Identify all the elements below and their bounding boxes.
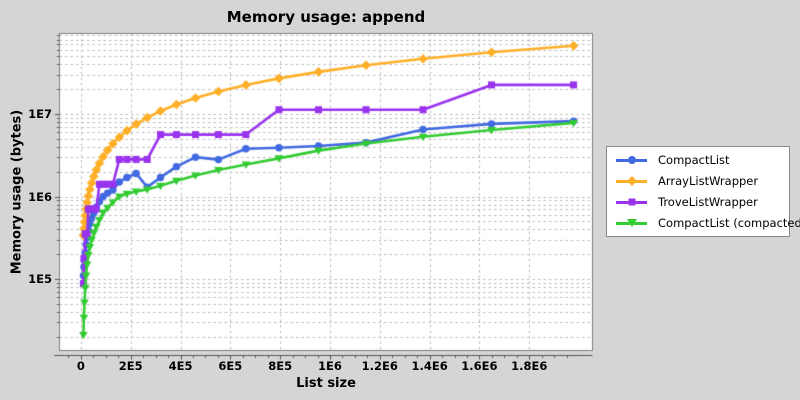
x-tick-label: 0 — [76, 358, 85, 373]
legend: CompactList ArrayListWrapper TroveListWr… — [606, 146, 800, 237]
legend-label: TroveListWrapper — [658, 195, 758, 209]
legend-label: CompactList (compacted) — [658, 216, 800, 230]
y-tick-label: 1E7 — [28, 107, 52, 121]
legend-item-arraylistwrapper: ArrayListWrapper — [616, 171, 789, 192]
x-tick-label: 1.4E6 — [411, 358, 448, 373]
x-tick-label: 1.8E6 — [511, 358, 548, 373]
compactlist-compacted-marker-icon — [616, 216, 647, 230]
y-tick-label: 1E5 — [28, 272, 52, 287]
x-tick-label: 8E5 — [268, 358, 293, 373]
chart-title: Memory usage: append — [226, 8, 426, 26]
arraylistwrapper-marker-icon — [616, 174, 647, 188]
compactlist-marker-icon — [616, 153, 647, 167]
legend-label: ArrayListWrapper — [658, 174, 759, 188]
x-tick-label: 4E5 — [168, 358, 193, 373]
x-tick-label: 1.6E6 — [461, 358, 498, 373]
y-tick-label: 1E6 — [28, 189, 52, 204]
x-tick-label: 1E6 — [318, 358, 342, 373]
x-tick-label: 6E5 — [218, 358, 243, 373]
x-tick-label: 2E5 — [118, 358, 143, 373]
trovelistwrapper-marker-icon — [616, 195, 647, 209]
x-tick-label: 1.2E6 — [361, 358, 398, 373]
x-axis-label: List size — [296, 376, 356, 391]
legend-item-trovelistwrapper: TroveListWrapper — [616, 192, 789, 213]
legend-label: CompactList — [658, 153, 730, 167]
legend-item-compactlist: CompactList — [616, 150, 789, 171]
legend-item-compactlist-compacted: CompactList (compacted) — [616, 213, 800, 234]
